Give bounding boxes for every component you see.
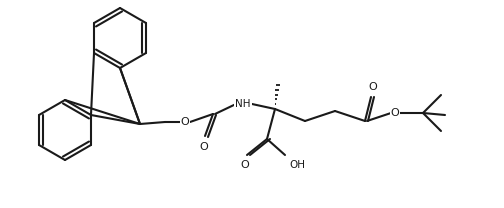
Text: O: O [391, 108, 399, 118]
Text: OH: OH [289, 160, 305, 170]
Text: NH: NH [235, 99, 251, 109]
Text: O: O [240, 160, 249, 170]
Text: O: O [368, 82, 377, 92]
Text: O: O [180, 117, 190, 127]
Text: O: O [200, 142, 208, 152]
